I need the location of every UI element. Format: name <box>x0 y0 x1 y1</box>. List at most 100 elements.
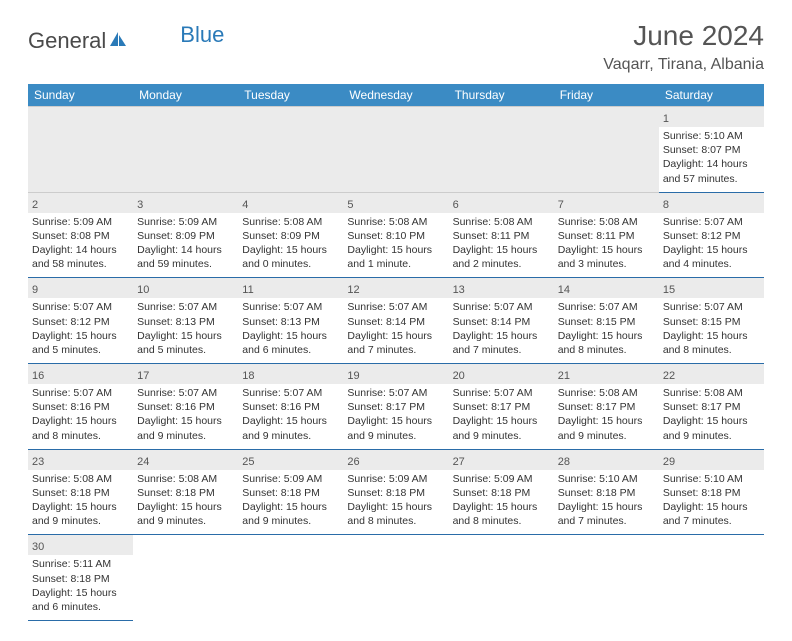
calendar-day-cell: Sunrise: 5:08 AMSunset: 8:09 PMDaylight:… <box>238 213 343 278</box>
sunrise-text: Sunrise: 5:08 AM <box>347 215 444 229</box>
day-number-cell: 27 <box>449 449 554 470</box>
day-number: 19 <box>347 370 359 382</box>
calendar-day-cell: Sunrise: 5:07 AMSunset: 8:12 PMDaylight:… <box>659 213 764 278</box>
sunset-text: Sunset: 8:17 PM <box>453 400 550 414</box>
daylight-text: Daylight: 15 hours <box>663 329 760 343</box>
calendar-day-cell: Sunrise: 5:07 AMSunset: 8:17 PMDaylight:… <box>343 384 448 449</box>
sunrise-text: Sunrise: 5:07 AM <box>242 300 339 314</box>
sunset-text: Sunset: 8:12 PM <box>32 315 129 329</box>
sunset-text: Sunset: 8:18 PM <box>663 486 760 500</box>
sunrise-text: Sunrise: 5:08 AM <box>32 472 129 486</box>
calendar-day-cell: Sunrise: 5:08 AMSunset: 8:17 PMDaylight:… <box>659 384 764 449</box>
sunrise-text: Sunrise: 5:07 AM <box>137 386 234 400</box>
daylight-text: and 9 minutes. <box>453 429 550 443</box>
calendar-day-cell: Sunrise: 5:07 AMSunset: 8:15 PMDaylight:… <box>659 298 764 363</box>
day-number-cell <box>343 107 448 128</box>
daylight-text: and 8 minutes. <box>347 514 444 528</box>
day-number: 20 <box>453 370 465 382</box>
daylight-text: Daylight: 15 hours <box>453 500 550 514</box>
month-title: June 2024 <box>603 20 764 52</box>
day-number-cell <box>554 107 659 128</box>
calendar-day-cell <box>343 127 448 192</box>
day-number-cell: 9 <box>28 278 133 299</box>
day-number-cell <box>238 535 343 556</box>
daylight-text: and 57 minutes. <box>663 172 760 186</box>
calendar-week-row: Sunrise: 5:11 AMSunset: 8:18 PMDaylight:… <box>28 555 764 620</box>
sunset-text: Sunset: 8:14 PM <box>347 315 444 329</box>
calendar-day-cell: Sunrise: 5:07 AMSunset: 8:17 PMDaylight:… <box>449 384 554 449</box>
daylight-text: and 9 minutes. <box>137 514 234 528</box>
day-number: 28 <box>558 456 570 468</box>
sunrise-text: Sunrise: 5:11 AM <box>32 557 129 571</box>
day-number-cell: 22 <box>659 364 764 385</box>
sunset-text: Sunset: 8:18 PM <box>347 486 444 500</box>
sunrise-text: Sunrise: 5:07 AM <box>558 300 655 314</box>
sunset-text: Sunset: 8:14 PM <box>453 315 550 329</box>
daylight-text: and 6 minutes. <box>242 343 339 357</box>
day-number-cell <box>28 107 133 128</box>
day-number-row: 16171819202122 <box>28 364 764 385</box>
daylight-text: and 9 minutes. <box>663 429 760 443</box>
daylight-text: Daylight: 15 hours <box>137 500 234 514</box>
day-number-cell: 12 <box>343 278 448 299</box>
calendar-week-row: Sunrise: 5:07 AMSunset: 8:16 PMDaylight:… <box>28 384 764 449</box>
daylight-text: Daylight: 15 hours <box>32 500 129 514</box>
sunrise-text: Sunrise: 5:08 AM <box>242 215 339 229</box>
weekday-header: Thursday <box>449 84 554 107</box>
calendar-day-cell: Sunrise: 5:08 AMSunset: 8:18 PMDaylight:… <box>28 470 133 535</box>
sunset-text: Sunset: 8:15 PM <box>663 315 760 329</box>
calendar-day-cell: Sunrise: 5:07 AMSunset: 8:14 PMDaylight:… <box>449 298 554 363</box>
location: Vaqarr, Tirana, Albania <box>603 56 764 74</box>
calendar-day-cell: Sunrise: 5:07 AMSunset: 8:13 PMDaylight:… <box>238 298 343 363</box>
day-number-cell <box>554 535 659 556</box>
day-number-cell: 16 <box>28 364 133 385</box>
logo: General Blue <box>28 20 224 54</box>
calendar-day-cell: Sunrise: 5:11 AMSunset: 8:18 PMDaylight:… <box>28 555 133 620</box>
day-number: 17 <box>137 370 149 382</box>
day-number: 21 <box>558 370 570 382</box>
day-number-cell: 17 <box>133 364 238 385</box>
daylight-text: and 7 minutes. <box>347 343 444 357</box>
sunrise-text: Sunrise: 5:08 AM <box>663 386 760 400</box>
day-number-cell: 14 <box>554 278 659 299</box>
calendar-table: SundayMondayTuesdayWednesdayThursdayFrid… <box>28 84 764 621</box>
sunrise-text: Sunrise: 5:08 AM <box>558 215 655 229</box>
daylight-text: and 59 minutes. <box>137 257 234 271</box>
daylight-text: Daylight: 15 hours <box>137 329 234 343</box>
calendar-day-cell: Sunrise: 5:08 AMSunset: 8:11 PMDaylight:… <box>554 213 659 278</box>
calendar-day-cell <box>28 127 133 192</box>
weekday-header: Sunday <box>28 84 133 107</box>
sunrise-text: Sunrise: 5:07 AM <box>242 386 339 400</box>
calendar-day-cell: Sunrise: 5:09 AMSunset: 8:18 PMDaylight:… <box>238 470 343 535</box>
sunrise-text: Sunrise: 5:07 AM <box>32 386 129 400</box>
sunrise-text: Sunrise: 5:09 AM <box>347 472 444 486</box>
daylight-text: Daylight: 15 hours <box>32 414 129 428</box>
header: General Blue June 2024 Vaqarr, Tirana, A… <box>28 20 764 74</box>
calendar-day-cell <box>554 127 659 192</box>
calendar-day-cell: Sunrise: 5:09 AMSunset: 8:18 PMDaylight:… <box>449 470 554 535</box>
sunset-text: Sunset: 8:16 PM <box>242 400 339 414</box>
daylight-text: Daylight: 15 hours <box>242 500 339 514</box>
daylight-text: Daylight: 15 hours <box>242 243 339 257</box>
sunset-text: Sunset: 8:17 PM <box>663 400 760 414</box>
daylight-text: and 9 minutes. <box>137 429 234 443</box>
sunset-text: Sunset: 8:09 PM <box>242 229 339 243</box>
logo-text-blue: Blue <box>128 22 224 48</box>
daylight-text: Daylight: 15 hours <box>347 500 444 514</box>
day-number: 27 <box>453 456 465 468</box>
day-number: 2 <box>32 199 38 211</box>
day-number-cell: 7 <box>554 192 659 213</box>
calendar-day-cell: Sunrise: 5:08 AMSunset: 8:17 PMDaylight:… <box>554 384 659 449</box>
day-number-cell: 21 <box>554 364 659 385</box>
sunrise-text: Sunrise: 5:10 AM <box>558 472 655 486</box>
day-number: 23 <box>32 456 44 468</box>
daylight-text: Daylight: 15 hours <box>347 414 444 428</box>
sunset-text: Sunset: 8:16 PM <box>137 400 234 414</box>
calendar-day-cell: Sunrise: 5:09 AMSunset: 8:09 PMDaylight:… <box>133 213 238 278</box>
daylight-text: Daylight: 15 hours <box>558 500 655 514</box>
daylight-text: and 8 minutes. <box>558 343 655 357</box>
title-block: June 2024 Vaqarr, Tirana, Albania <box>603 20 764 74</box>
daylight-text: Daylight: 15 hours <box>242 414 339 428</box>
logo-sail-icon <box>108 30 128 53</box>
day-number-cell: 10 <box>133 278 238 299</box>
